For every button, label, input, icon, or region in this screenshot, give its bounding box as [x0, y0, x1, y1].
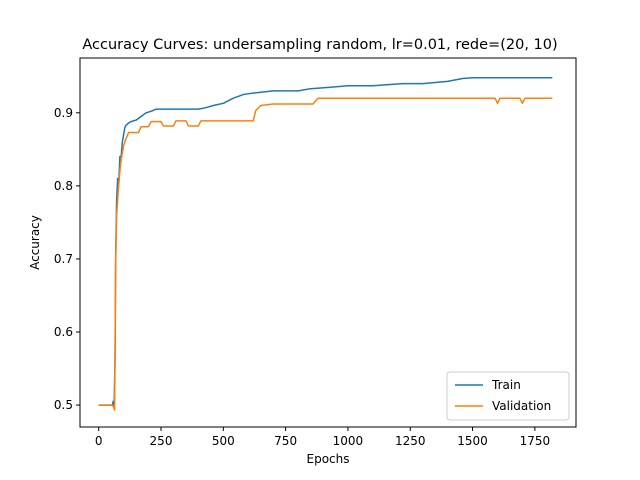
x-tick-label: 1000	[333, 434, 364, 448]
chart-title: Accuracy Curves: undersampling random, l…	[82, 37, 557, 53]
y-tick-label: 0.8	[54, 179, 73, 193]
plot-area	[80, 58, 576, 427]
x-tick-label: 0	[95, 434, 103, 448]
series-layer	[98, 76, 553, 411]
y-tick-label: 0.9	[54, 106, 73, 120]
legend-label: Validation	[492, 399, 551, 413]
plot-frame	[79, 57, 577, 428]
legend: Train Validation	[446, 371, 570, 421]
x-tick-label: 1250	[395, 434, 426, 448]
x-tick-label: 250	[150, 434, 173, 448]
ticks-layer: 0 250 500 750 1000 1250 1500 1750 0.5 0.6 0.7 0.8 0.…	[54, 106, 550, 448]
x-tick-label: 1500	[457, 434, 488, 448]
x-axis-label: Epochs	[307, 452, 350, 466]
legend-label: Train	[491, 378, 521, 392]
y-tick-label: 0.6	[54, 325, 73, 339]
series-line-validation	[98, 97, 553, 411]
legend-box	[446, 371, 570, 421]
x-tick-label: 750	[274, 434, 297, 448]
x-tick-label: 1750	[520, 434, 551, 448]
y-tick-label: 0.7	[54, 252, 73, 266]
y-tick-label: 0.5	[54, 398, 73, 412]
x-tick-label: 500	[212, 434, 235, 448]
series-line-train	[98, 76, 553, 406]
y-axis-label: Accuracy	[28, 215, 42, 270]
